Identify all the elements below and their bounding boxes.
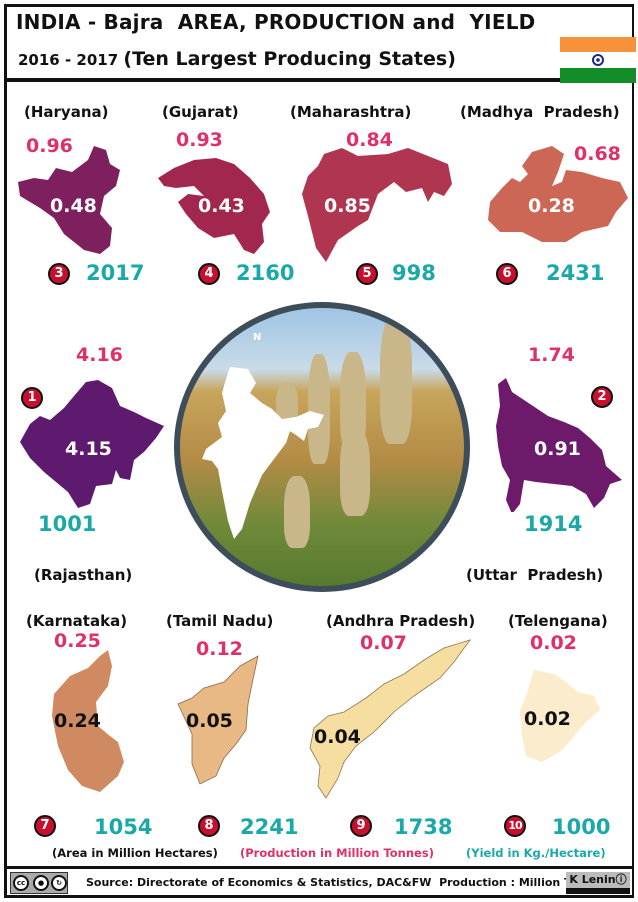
yield-maharashtra: 998 bbox=[392, 261, 436, 285]
page-title: INDIA - Bajra AREA, PRODUCTION and YIELD bbox=[16, 10, 536, 34]
page-subtitle: 2016 - 2017 (Ten Largest Producing State… bbox=[18, 48, 456, 70]
area-gujarat: 0.43 bbox=[198, 195, 245, 217]
area-haryana: 0.48 bbox=[50, 195, 97, 217]
legend-yield: (Yield in Kg./Hectare) bbox=[466, 846, 606, 860]
rank-badge-9: 9 bbox=[350, 815, 372, 837]
state-name-maharashtra: (Maharashtra) bbox=[290, 103, 412, 121]
millet-head bbox=[340, 428, 370, 516]
legend-area: (Area in Million Hectares) bbox=[52, 846, 218, 860]
karnataka-map-shape bbox=[52, 650, 124, 792]
area-maharashtra: 0.85 bbox=[324, 195, 371, 217]
state-name-tamil-nadu: (Tamil Nadu) bbox=[166, 612, 274, 630]
area-karnataka: 0.24 bbox=[54, 710, 101, 732]
state-name-gujarat: (Gujarat) bbox=[162, 103, 239, 121]
yield-karnataka: 1054 bbox=[94, 815, 153, 839]
production-uttar-pradesh: 1.74 bbox=[528, 344, 575, 366]
yield-haryana: 2017 bbox=[86, 261, 145, 285]
yield-tamil-nadu: 2241 bbox=[240, 815, 299, 839]
millet-head bbox=[284, 476, 310, 548]
north-compass-icon: N bbox=[253, 332, 262, 343]
year-range: 2016 - 2017 bbox=[18, 51, 124, 69]
footer: cc ● ↻ Source: Directorate of Economics … bbox=[4, 866, 634, 898]
yield-uttar-pradesh: 1914 bbox=[524, 512, 583, 536]
creative-commons-license-icon: cc ● ↻ bbox=[10, 872, 68, 894]
state-name-madhya-pradesh: (Madhya Pradesh) bbox=[460, 103, 620, 121]
infographic-frame bbox=[4, 4, 634, 898]
india-flag-icon bbox=[560, 37, 636, 83]
rank-badge-10: 10 bbox=[504, 815, 526, 837]
uttar-pradesh-map-shape bbox=[496, 378, 622, 512]
by-attribution-icon: ● bbox=[33, 875, 49, 891]
state-name-telengana: (Telengana) bbox=[508, 612, 608, 630]
madhya-pradesh-map-shape bbox=[488, 146, 628, 242]
header: INDIA - Bajra AREA, PRODUCTION and YIELD… bbox=[4, 4, 636, 83]
yield-telengana: 1000 bbox=[552, 815, 611, 839]
millet-head bbox=[380, 314, 412, 444]
author-label: K Leninⓘ bbox=[566, 872, 630, 894]
subtitle-text: (Ten Largest Producing States) bbox=[123, 48, 456, 70]
gujarat-map-shape bbox=[158, 158, 270, 254]
maharashtra-map-shape bbox=[302, 148, 452, 262]
yield-madhya-pradesh: 2431 bbox=[546, 261, 605, 285]
rank-badge-4: 4 bbox=[198, 263, 220, 285]
rank-badge-2: 2 bbox=[591, 386, 613, 408]
haryana-map-shape bbox=[18, 146, 120, 254]
production-karnataka: 0.25 bbox=[54, 630, 101, 652]
yield-rajasthan: 1001 bbox=[38, 512, 97, 536]
andhra-pradesh-map-shape bbox=[309, 639, 472, 799]
sa-share-alike-icon: ↻ bbox=[51, 875, 67, 891]
telengana-map-shape bbox=[520, 670, 600, 762]
india-map-silhouette bbox=[202, 367, 324, 539]
area-tamil-nadu: 0.05 bbox=[186, 710, 233, 732]
legend-production: (Production in Million Tonnes) bbox=[240, 846, 434, 860]
area-rajasthan: 4.15 bbox=[65, 438, 112, 460]
yield-gujarat: 2160 bbox=[236, 261, 295, 285]
rank-badge-6: 6 bbox=[496, 263, 518, 285]
state-name-uttar-pradesh: (Uttar Pradesh) bbox=[466, 566, 604, 584]
source-text: Source: Directorate of Economics & Stati… bbox=[86, 876, 608, 889]
area-uttar-pradesh: 0.91 bbox=[534, 438, 581, 460]
state-name-rajasthan: (Rajasthan) bbox=[34, 566, 133, 584]
rank-badge-5: 5 bbox=[356, 263, 378, 285]
rank-badge-7: 7 bbox=[34, 815, 56, 837]
rank-badge-8: 8 bbox=[198, 815, 220, 837]
yield-andhra-pradesh: 1738 bbox=[394, 815, 453, 839]
state-name-andhra-pradesh: (Andhra Pradesh) bbox=[326, 612, 476, 630]
production-tamil-nadu: 0.12 bbox=[196, 638, 243, 660]
rank-badge-3: 3 bbox=[48, 263, 70, 285]
production-telengana: 0.02 bbox=[530, 632, 577, 654]
production-rajasthan: 4.16 bbox=[76, 344, 123, 366]
tamil-nadu-map-shape bbox=[177, 655, 259, 785]
production-gujarat: 0.93 bbox=[176, 129, 223, 151]
production-madhya-pradesh: 0.68 bbox=[574, 143, 621, 165]
cc-icon: cc bbox=[13, 875, 29, 891]
bajra-field-photo: N bbox=[174, 302, 470, 592]
rajasthan-map-shape bbox=[20, 380, 164, 508]
production-andhra-pradesh: 0.07 bbox=[360, 632, 407, 654]
area-telengana: 0.02 bbox=[524, 708, 571, 730]
rank-badge-1: 1 bbox=[21, 387, 43, 409]
millet-head bbox=[308, 354, 330, 464]
state-name-karnataka: (Karnataka) bbox=[26, 612, 128, 630]
area-madhya-pradesh: 0.28 bbox=[528, 195, 575, 217]
ashoka-chakra-icon bbox=[592, 54, 604, 66]
state-name-haryana: (Haryana) bbox=[24, 103, 109, 121]
production-maharashtra: 0.84 bbox=[346, 129, 393, 151]
area-andhra-pradesh: 0.04 bbox=[314, 726, 361, 748]
production-haryana: 0.96 bbox=[26, 135, 73, 157]
